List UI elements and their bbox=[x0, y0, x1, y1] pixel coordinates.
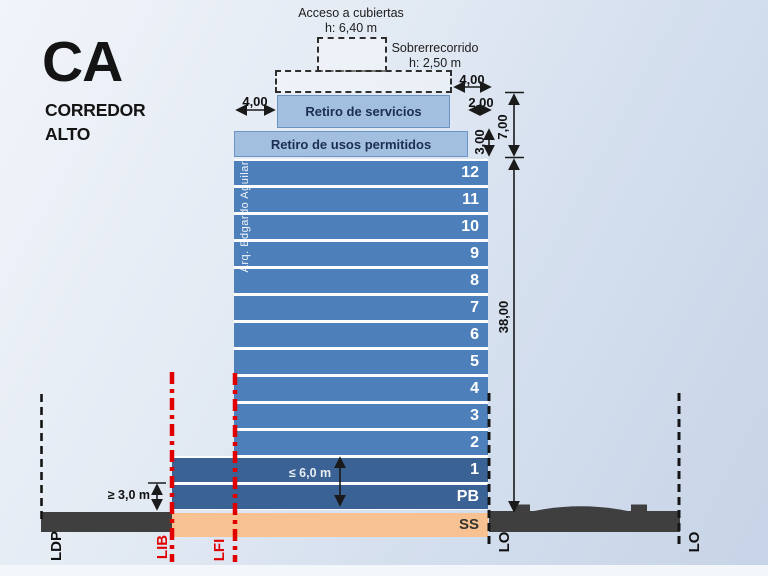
floor-label: 3 bbox=[470, 406, 479, 424]
dim-tower-height: 38,00 bbox=[496, 300, 511, 334]
floor-label: 5 bbox=[470, 352, 479, 370]
sobrerrecorrido-label: Sobrerrecorrido bbox=[391, 41, 479, 55]
sobrerrecorrido-outline-box bbox=[275, 70, 452, 93]
dim-max-base-height: ≤ 6,0 m bbox=[288, 466, 332, 480]
floor-label: 4 bbox=[470, 379, 479, 397]
dim-left-setback: 4,00 bbox=[242, 94, 268, 109]
lo-near-label: LO bbox=[496, 531, 513, 553]
floor-label: 1 bbox=[470, 460, 479, 478]
floor-band-4: 4 bbox=[234, 377, 488, 401]
floor-label: 11 bbox=[462, 190, 479, 208]
floor-band-11: 11 bbox=[234, 188, 488, 212]
acceso-cubiertas-label: Acceso a cubiertas bbox=[298, 6, 404, 20]
dim-crown-height: 7,00 bbox=[495, 114, 510, 140]
floor-label: 6 bbox=[470, 325, 479, 343]
floor-label: 8 bbox=[470, 271, 479, 289]
ldp-label: LDP bbox=[48, 531, 65, 561]
retiro-servicios-box: Retiro de servicios bbox=[277, 95, 450, 128]
retiro-usos-label: Retiro de usos permitidos bbox=[270, 136, 432, 152]
acceso-outline-box bbox=[317, 37, 387, 72]
lo-far-label: LO bbox=[686, 531, 703, 553]
lib-label: LIB bbox=[154, 534, 171, 560]
basement-band: SS bbox=[172, 513, 488, 537]
floor-band-12: 12 bbox=[234, 161, 488, 185]
floor-band-1: 1 bbox=[172, 458, 488, 482]
dim-usos-height: 3,00 bbox=[472, 129, 487, 155]
floor-band-6: 6 bbox=[234, 323, 488, 347]
retiro-usos-box: Retiro de usos permitidos bbox=[234, 131, 468, 157]
architect-watermark: Arq. Edgardo Aguilar bbox=[238, 160, 251, 273]
sobrerrecorrido-height: h: 2,50 m bbox=[408, 56, 462, 70]
floor-label: 7 bbox=[470, 298, 479, 316]
floor-label: 9 bbox=[470, 244, 479, 262]
floor-label: 2 bbox=[470, 433, 479, 451]
dim-min-ground-floor: ≥ 3,0 m bbox=[107, 488, 150, 502]
floor-band-PB: PB bbox=[172, 485, 488, 509]
zone-name-line2: ALTO bbox=[45, 124, 91, 144]
zone-name-line1: CORREDOR bbox=[45, 100, 146, 120]
basement-label: SS bbox=[458, 516, 479, 534]
floor-band-5: 5 bbox=[234, 350, 488, 374]
floor-band-8: 8 bbox=[234, 269, 488, 293]
retiro-servicios-label: Retiro de servicios bbox=[305, 104, 422, 119]
floor-label: PB bbox=[456, 487, 479, 505]
floor-band-9: 9 bbox=[234, 242, 488, 266]
floor-band-10: 10 bbox=[234, 215, 488, 239]
acceso-cubiertas-height: h: 6,40 m bbox=[324, 21, 378, 35]
lfi-label: LFI bbox=[211, 538, 228, 562]
floor-band-2: 2 bbox=[234, 431, 488, 455]
page-margin bbox=[0, 565, 768, 576]
floor-band-3: 3 bbox=[234, 404, 488, 428]
floor-label: 10 bbox=[461, 217, 479, 235]
floor-label: 12 bbox=[461, 163, 479, 181]
zone-code: CA bbox=[42, 30, 123, 94]
dim-top-setback: 4,00 bbox=[459, 72, 485, 87]
floor-band-7: 7 bbox=[234, 296, 488, 320]
